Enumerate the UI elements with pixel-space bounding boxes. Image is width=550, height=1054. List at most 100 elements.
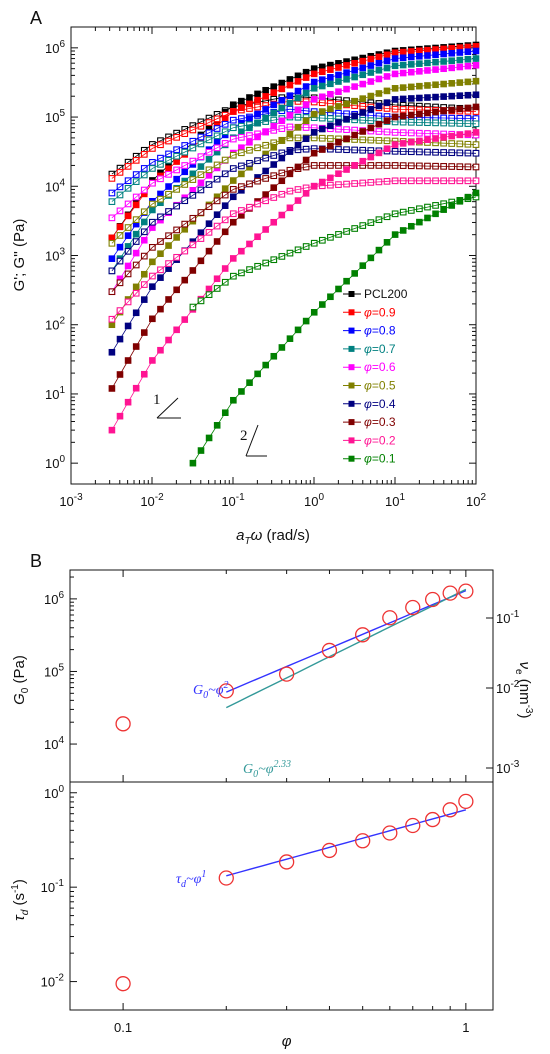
x-tick-label: 1 [462, 1020, 469, 1035]
taud-point [218, 870, 234, 886]
x-tick-label: 10-1 [221, 492, 245, 509]
y-tick-label: 106 [45, 39, 65, 56]
gpp-line [111, 165, 477, 292]
taud-point [321, 842, 338, 859]
gp-line [111, 94, 477, 353]
taud-point [278, 854, 295, 870]
y-tick-label: 100 [44, 784, 64, 801]
slope-triangle-1 [156, 397, 181, 419]
taud-point [115, 976, 131, 992]
legend-marker [348, 309, 355, 316]
legend-label: φ=0.9 [364, 305, 396, 319]
series-PCL200 [108, 41, 480, 242]
legend-marker [348, 437, 355, 444]
y-tick-label: 104 [44, 735, 64, 752]
y-tick-label: 105 [45, 108, 65, 125]
legend-marker [348, 291, 355, 297]
legend-marker [348, 400, 355, 407]
gp-line [111, 44, 477, 239]
gp-point [108, 426, 116, 434]
gpp-line [111, 108, 477, 194]
taud-point [442, 802, 458, 818]
legend-label: φ=0.4 [364, 397, 396, 411]
taud-point [458, 793, 474, 810]
y-tick-label: 104 [45, 177, 65, 194]
y-tick-label: 106 [44, 590, 64, 607]
gpp-line [111, 180, 476, 320]
y-tick-label: 105 [44, 662, 64, 679]
right-y-tick-label: 10-2 [496, 679, 520, 696]
gpp-line [111, 100, 477, 179]
gpp-line [111, 95, 477, 175]
panel-a: A 10-3 10-2 10-1 100 101 102 100 101 102 103 104 105… [11, 8, 486, 547]
series-0.8 [108, 47, 480, 262]
gpp-point [108, 214, 116, 222]
legend-marker [348, 364, 355, 371]
series-0.7 [108, 55, 480, 275]
legend-label: φ=0.5 [364, 379, 396, 393]
series-0.1 [189, 189, 480, 467]
gpp-line [192, 196, 477, 308]
gp-line [111, 46, 477, 239]
legend-label: φ=0.3 [364, 415, 396, 429]
fit-label-phi233: G0~φ2.33 [243, 759, 291, 780]
y-axis-label-taud: τd (s-1) [10, 879, 31, 921]
gpp-point [108, 198, 116, 205]
legend-label: φ=0.6 [364, 360, 396, 374]
panel-label-a: A [30, 8, 42, 28]
gp-point [108, 321, 116, 329]
taud-point [405, 817, 421, 834]
x-axis-label-phi: φ [282, 1033, 292, 1050]
gp-line [111, 50, 477, 259]
series-0.5 [108, 77, 480, 329]
gp-line [192, 192, 477, 464]
y-axis-label-a: G'; G'' (Pa) [11, 219, 28, 292]
x-tick-label: 102 [466, 492, 486, 509]
g0-point [355, 627, 371, 643]
plot-frame-b [69, 569, 494, 1011]
series-0.2 [108, 129, 480, 434]
legend-label: PCL200 [364, 287, 408, 301]
right-axis-label-nue: νe (nm-3) [513, 662, 534, 719]
gp-point [472, 189, 480, 197]
g0-point [278, 666, 295, 682]
g0-point [442, 585, 458, 601]
x-tick-label: 10-2 [140, 492, 164, 509]
taud-point [382, 825, 398, 841]
legend-marker [348, 327, 355, 334]
g0-point [405, 599, 421, 616]
y-tick-label: 100 [45, 454, 65, 471]
g0-point [218, 683, 234, 699]
slope-label-2: 2 [240, 428, 248, 444]
legend-marker [348, 382, 355, 389]
g0-point [382, 610, 398, 626]
y-tick-label: 10-1 [41, 878, 65, 895]
fit-label-phi2: G0~φ2 [193, 680, 228, 701]
legend-marker [348, 345, 355, 352]
panel-label-b: B [30, 551, 42, 571]
y-axis-label-g0: G0 (Pa) [11, 655, 31, 705]
g0-point [458, 583, 474, 599]
legend-label: φ=0.2 [364, 433, 396, 447]
legend-marker [348, 455, 355, 462]
fit-line-g0-phi2 [226, 589, 467, 693]
legend-label: φ=0.1 [364, 452, 396, 466]
fit-line-g0-phi233 [225, 588, 467, 709]
x-tick-label: 0.1 [114, 1020, 132, 1035]
x-tick-label: 10-3 [59, 492, 83, 509]
y-tick-label: 10-2 [41, 973, 65, 990]
fit-line-taud-phi1 [226, 809, 467, 877]
gpp-line [111, 148, 477, 272]
y-tick-label: 103 [45, 247, 65, 264]
gpp-line [111, 116, 477, 202]
gp-line [111, 80, 477, 325]
gp-line [111, 106, 477, 389]
taud-point [424, 811, 441, 828]
legend-label: φ=0.8 [364, 324, 396, 338]
slope-triangle-2 [245, 424, 267, 457]
gpp-line [111, 126, 477, 219]
right-y-tick-label: 10-1 [496, 609, 520, 626]
fit-label-phi1: τd~φ1 [176, 869, 206, 890]
gp-point [108, 234, 116, 242]
